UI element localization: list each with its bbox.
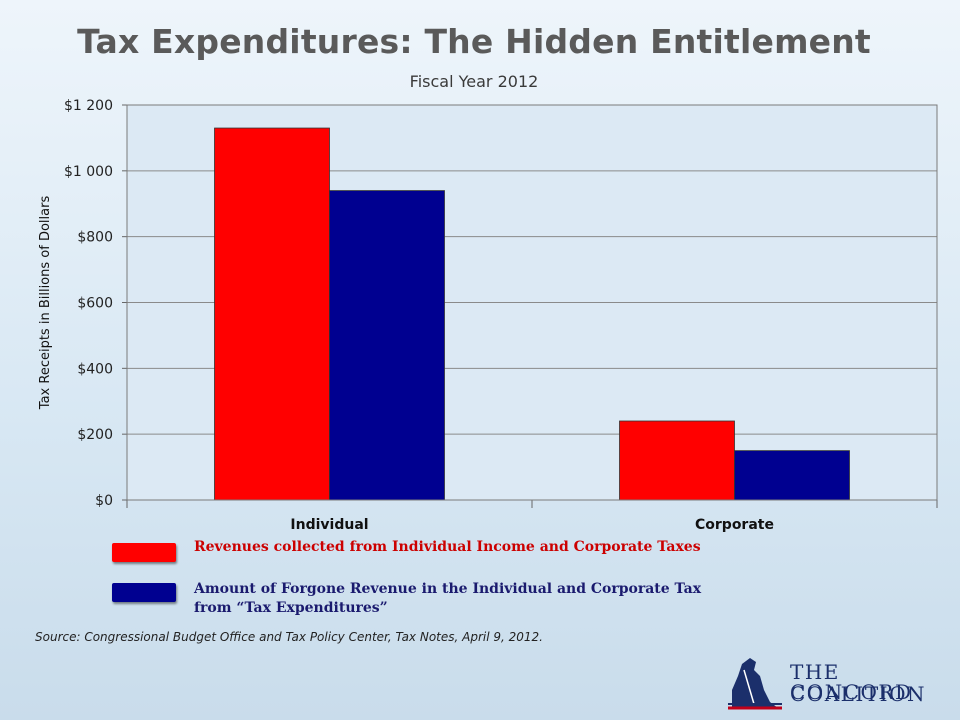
legend-label-forgone: Amount of Forgone Revenue in the Individ… bbox=[194, 580, 701, 618]
bar-individual-series1 bbox=[329, 190, 445, 501]
y-tick-label: $800 bbox=[77, 230, 113, 246]
legend-line: Revenues collected from Individual Incom… bbox=[194, 539, 701, 555]
legend-line: Amount of Forgone Revenue in the Individ… bbox=[194, 581, 702, 597]
legend-label-revenues: Revenues collected from Individual Incom… bbox=[194, 538, 701, 557]
bar-corporate-series1 bbox=[734, 450, 850, 501]
y-axis-label: Tax Receipts in Billions of Dollars bbox=[38, 196, 53, 411]
logo-line1: THE CONCORD bbox=[790, 660, 913, 704]
logo-line2: COALITION bbox=[790, 682, 926, 706]
legend-line: from “Tax Expenditures” bbox=[194, 600, 388, 616]
minuteman-icon bbox=[728, 658, 782, 710]
x-category-label: Corporate bbox=[695, 517, 774, 533]
y-tick-label: $1 200 bbox=[64, 98, 113, 114]
y-tick-label: $1 000 bbox=[64, 164, 113, 180]
y-tick-label: $200 bbox=[77, 427, 113, 443]
legend-swatch-revenues bbox=[112, 543, 176, 562]
bar-chart: $0 $200 $400 $600 $800 $1 000 $1 200 Individual… bbox=[38, 98, 938, 533]
bar-individual-series0 bbox=[214, 127, 330, 501]
x-category-label: Individual bbox=[290, 517, 368, 533]
y-tick-label: $600 bbox=[77, 296, 113, 312]
chart-title: Tax Expenditures: The Hidden Entitlement bbox=[77, 22, 871, 61]
y-tick-label: $400 bbox=[77, 361, 113, 377]
source-note: Source: Congressional Budget Office and … bbox=[35, 630, 543, 644]
y-tick-label: $0 bbox=[95, 493, 113, 509]
legend-swatch-forgone bbox=[112, 583, 176, 602]
concord-coalition-logo: THE CONCORD COALITION bbox=[724, 650, 934, 712]
chart-subtitle: Fiscal Year 2012 bbox=[409, 72, 539, 91]
bar-corporate-series0 bbox=[619, 420, 735, 501]
